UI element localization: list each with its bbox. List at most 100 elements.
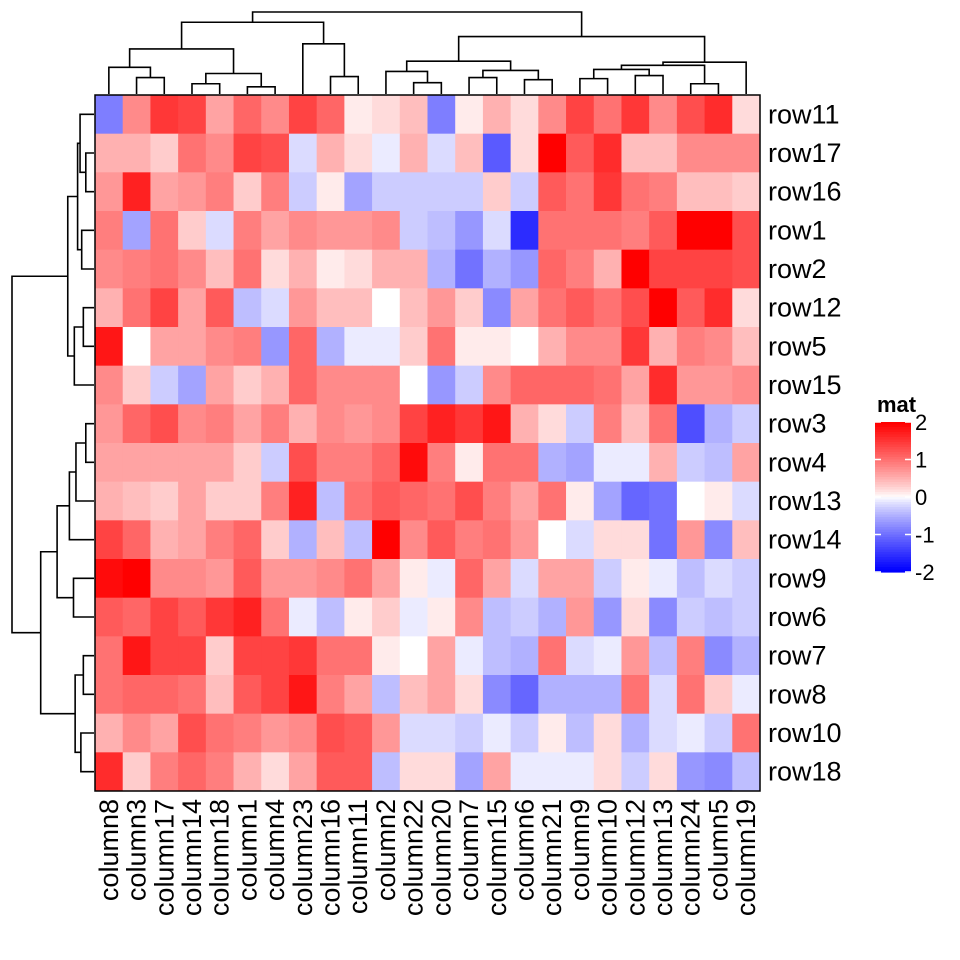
heatmap-cell: [455, 365, 484, 405]
heatmap-cell: [372, 713, 401, 753]
heatmap-cell: [399, 95, 428, 135]
heatmap-cell: [649, 559, 678, 599]
heatmap-cell: [676, 133, 705, 173]
heatmap-cell: [538, 95, 567, 135]
heatmap-cell: [399, 559, 428, 599]
legend-gradient-step: [875, 462, 911, 466]
heatmap-cell: [427, 675, 456, 715]
heatmap-cell: [676, 520, 705, 560]
heatmap-cell: [510, 443, 539, 483]
heatmap-cell: [150, 520, 179, 560]
row-label: row6: [768, 602, 827, 632]
heatmap-cell: [122, 288, 151, 328]
legend-gradient-step: [875, 469, 911, 473]
heatmap-cell: [344, 597, 373, 637]
heatmap-cell: [510, 211, 539, 251]
heatmap-cell: [399, 481, 428, 521]
heatmap-cell: [649, 249, 678, 289]
heatmap-cell: [205, 249, 234, 289]
heatmap-cell: [344, 443, 373, 483]
heatmap-cell: [704, 636, 733, 676]
heatmap-cell: [482, 636, 512, 676]
heatmap-cell: [399, 365, 428, 405]
heatmap-cell: [399, 327, 428, 367]
heatmap-cell: [732, 249, 761, 289]
heatmap-cell: [593, 211, 622, 251]
legend-gradient-step: [875, 534, 911, 538]
heatmap-cell: [344, 675, 373, 715]
heatmap-cell: [704, 288, 733, 328]
heatmap-cell: [621, 675, 650, 715]
heatmap-cell: [482, 443, 512, 483]
heatmap-cell: [178, 597, 207, 637]
column-label: column23: [288, 799, 318, 916]
heatmap-cell: [372, 675, 401, 715]
heatmap-cell: [205, 675, 234, 715]
heatmap-cell: [427, 443, 456, 483]
heatmap-cell: [233, 404, 262, 444]
heatmap-cell: [621, 404, 650, 444]
heatmap-cell: [482, 481, 512, 521]
heatmap-cell: [621, 752, 650, 792]
column-label: column16: [316, 799, 346, 916]
heatmap-cell: [510, 559, 539, 599]
heatmap-cell: [178, 752, 207, 792]
legend-gradient-step: [875, 504, 911, 508]
heatmap-cell: [482, 752, 512, 792]
heatmap-cell: [455, 249, 484, 289]
row-dendrogram-branch: [66, 195, 78, 357]
heatmap-cell: [122, 365, 151, 405]
legend-gradient-step: [875, 457, 911, 461]
heatmap-cell: [344, 172, 373, 212]
row-label: row1: [768, 215, 827, 245]
legend-title: mat: [877, 392, 917, 417]
heatmap-cell: [566, 520, 595, 560]
column-label: column9: [565, 799, 595, 901]
heatmap-cell: [621, 249, 650, 289]
heatmap-cell: [482, 520, 512, 560]
heatmap-cell: [95, 752, 124, 792]
legend-gradient-step: [875, 549, 911, 553]
heatmap-cell: [593, 172, 622, 212]
heatmap-cell: [399, 636, 428, 676]
heatmap-cell: [538, 133, 567, 173]
heatmap-cell: [316, 404, 345, 444]
legend-gradient-step: [875, 487, 911, 491]
heatmap-cell: [233, 675, 262, 715]
legend-gradient-step: [875, 507, 911, 511]
heatmap-cell: [205, 327, 234, 367]
heatmap-cell: [178, 327, 207, 367]
heatmap-cell: [261, 752, 290, 792]
heatmap-cell: [621, 133, 650, 173]
heatmap-cell: [95, 443, 124, 483]
heatmap-cell: [676, 404, 705, 444]
heatmap-cell: [732, 713, 761, 753]
column-label: column12: [620, 799, 650, 916]
legend-gradient-step: [875, 512, 911, 516]
heatmap-cell: [649, 713, 678, 753]
column-label: column14: [177, 799, 207, 916]
heatmap-cell: [344, 95, 373, 135]
legend-gradient-step: [875, 562, 911, 566]
heatmap-cell: [95, 597, 124, 637]
row-dendrogram-branch: [85, 422, 94, 464]
heatmap-cell: [178, 249, 207, 289]
heatmap-cell: [732, 404, 761, 444]
heatmap-cell: [122, 172, 151, 212]
column-dendrogram-branch: [251, 11, 583, 37]
heatmap-cell: [649, 752, 678, 792]
legend-tick-label: 1: [915, 448, 927, 473]
column-label: column24: [676, 799, 706, 916]
heatmap-cell: [372, 752, 401, 792]
heatmap-cell: [510, 636, 539, 676]
heatmap-cell: [399, 133, 428, 173]
heatmap-cell: [150, 133, 179, 173]
heatmap-cell: [122, 559, 151, 599]
row-label: row5: [768, 331, 827, 361]
heatmap-cell: [233, 249, 262, 289]
heatmap-cell: [538, 481, 567, 521]
row-dendrogram-branch: [74, 674, 84, 754]
heatmap-cell: [482, 597, 512, 637]
heatmap-cell: [427, 249, 456, 289]
heatmap-cell: [455, 327, 484, 367]
